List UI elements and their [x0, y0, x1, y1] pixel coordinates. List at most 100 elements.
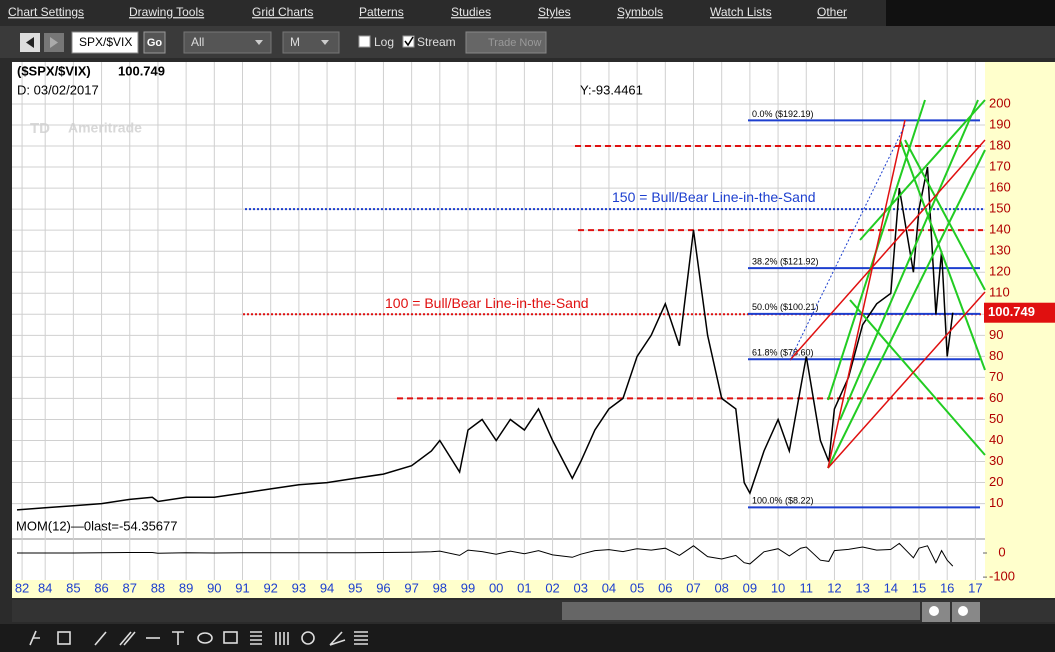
- x-tick-label: 01: [517, 580, 531, 595]
- y-tick-label: 150: [989, 201, 1011, 216]
- menu-item[interactable]: Drawing Tools: [129, 5, 204, 19]
- level-annotation: 100 = Bull/Bear Line-in-the-Sand: [385, 295, 589, 311]
- chart-title: ($SPX/$VIX): [17, 63, 91, 78]
- y-tick-label: 160: [989, 180, 1011, 195]
- y-tick-label: 130: [989, 243, 1011, 258]
- fib-label: 100.0% ($8.22): [752, 496, 814, 506]
- interval-text: M: [290, 35, 300, 49]
- menu-item[interactable]: Watch Lists: [710, 5, 772, 19]
- period-select[interactable]: [183, 31, 272, 54]
- x-tick-label: 03: [574, 580, 588, 595]
- x-tick-label: 04: [602, 580, 616, 595]
- y-tick-label: 50: [989, 411, 1003, 426]
- zoom-in-icon: [929, 606, 939, 616]
- x-tick-label: 91: [235, 580, 249, 595]
- tool-timezones[interactable]: [275, 632, 289, 645]
- menu-item[interactable]: Grid Charts: [252, 5, 313, 19]
- price-tag-label: 100.749: [988, 304, 1035, 319]
- interval-select[interactable]: [282, 31, 340, 54]
- log-checkbox[interactable]: [358, 35, 371, 48]
- price-tag: [984, 302, 1055, 323]
- drawing-tools: [29, 630, 368, 646]
- trade-now-label: Trade Now: [488, 37, 541, 49]
- tool-ellipse[interactable]: [197, 632, 213, 644]
- x-tick-label: 97: [404, 580, 418, 595]
- menu-item[interactable]: Other: [817, 5, 847, 19]
- x-tick-label: 12: [827, 580, 841, 595]
- y-tick-label: 10: [989, 495, 1003, 510]
- menu-bar: [0, 0, 1055, 26]
- x-tick-label: 89: [179, 580, 193, 595]
- date-label: D: 03/02/2017: [17, 82, 99, 97]
- fib-label: 38.2% ($121.92): [752, 257, 819, 267]
- go-label: Go: [147, 37, 163, 49]
- x-tick-label: 14: [884, 580, 898, 595]
- y-tick-label: 80: [989, 348, 1003, 363]
- fib-label: 61.8% ($78.60): [752, 348, 814, 358]
- symbol-input[interactable]: [71, 31, 139, 54]
- trade-now-button[interactable]: [465, 31, 547, 54]
- trend-lines-red: [789, 119, 986, 469]
- menu-item[interactable]: Symbols: [617, 5, 663, 19]
- x-tick-label: 08: [714, 580, 728, 595]
- drawing-toolbar: [0, 624, 1055, 652]
- tool-rect[interactable]: [223, 631, 238, 644]
- x-tick-label: 86: [94, 580, 108, 595]
- tool-fib[interactable]: [250, 631, 262, 645]
- stream-label: Stream: [417, 35, 456, 49]
- indicator-title: MOM(12)—0last=-54.35677: [16, 518, 178, 533]
- y-tick-label: 70: [989, 369, 1003, 384]
- tool-grid[interactable]: [57, 631, 71, 645]
- symbol-text: SPX/$VIX: [79, 35, 132, 49]
- trend-line: [839, 99, 979, 421]
- x-tick-label: 87: [123, 580, 137, 595]
- y-tick-label: 140: [989, 222, 1011, 237]
- price-line: [16, 166, 954, 511]
- cursor-label: Y:-93.4461: [580, 82, 643, 97]
- x-tick-label: 13: [855, 580, 869, 595]
- period-text: All: [191, 35, 204, 49]
- tool-cursor[interactable]: [29, 630, 40, 646]
- trend-line: [789, 139, 986, 361]
- tool-arc[interactable]: [301, 631, 315, 645]
- tool-text[interactable]: [172, 631, 184, 645]
- trend-line: [827, 149, 986, 469]
- tool-lines[interactable]: [354, 631, 368, 645]
- y-tick-label: 180: [989, 137, 1011, 152]
- plot-layer: 0.0% ($192.19) 38.2% ($121.92) 50.0% ($100…: [12, 62, 985, 580]
- x-tick-label: 88: [151, 580, 165, 595]
- x-tick-label: 84: [38, 580, 52, 595]
- x-tick-label: 94: [320, 580, 334, 595]
- x-axis-area: [12, 580, 1055, 598]
- log-label: Log: [374, 35, 394, 49]
- y-tick-label: 170: [989, 158, 1011, 173]
- indicator-tick-label: -100: [989, 569, 1015, 584]
- menu-item[interactable]: Chart Settings: [8, 5, 84, 19]
- tool-fan[interactable]: [329, 631, 346, 646]
- back-arrow: [26, 37, 34, 48]
- watermark-logo: TD: [30, 120, 50, 137]
- x-tick-label: 09: [743, 580, 757, 595]
- x-tick-label: 11: [800, 580, 814, 595]
- indicator-tick-label: 0: [998, 544, 1005, 559]
- x-tick-label: 05: [630, 580, 644, 595]
- y-tick-label: 110: [989, 285, 1010, 300]
- y-tick-label: 90: [989, 327, 1003, 342]
- y-tick-label: 20: [989, 474, 1003, 489]
- x-tick-label: 93: [292, 580, 306, 595]
- go-button[interactable]: [143, 31, 166, 54]
- tool-channel[interactable]: [119, 631, 136, 646]
- check-mark: [404, 36, 414, 47]
- trend-line: [859, 99, 986, 241]
- x-tick-label: 16: [940, 580, 954, 595]
- menu-item[interactable]: Patterns: [359, 5, 404, 19]
- tool-line[interactable]: [94, 631, 107, 646]
- x-tick-label: 17: [968, 580, 982, 595]
- scroll-thumb[interactable]: [562, 602, 920, 620]
- plot-area: [12, 62, 985, 580]
- menu-item[interactable]: Studies: [451, 5, 491, 19]
- menu-item[interactable]: Styles: [538, 5, 571, 19]
- stream-checkbox[interactable]: [402, 35, 415, 48]
- last-price: 100.749: [118, 63, 165, 78]
